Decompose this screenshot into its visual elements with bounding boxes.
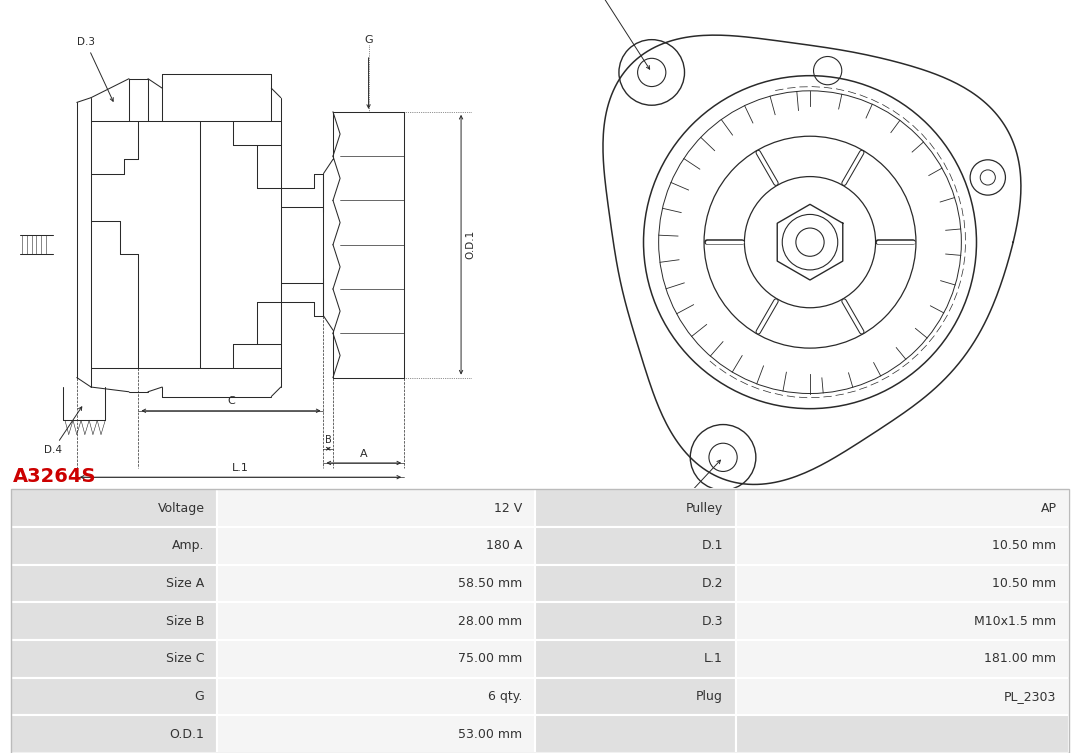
Text: Size A: Size A [166,577,204,590]
Bar [11,715,217,753]
Text: Amp.: Amp. [172,539,204,553]
Text: B: B [325,435,332,445]
Text: Pulley: Pulley [686,501,724,515]
Text: Size C: Size C [166,652,204,666]
Bar [11,489,217,527]
Bar [735,602,1069,640]
Text: A3264S: A3264S [13,467,96,486]
Bar [735,715,1069,753]
Bar [217,565,535,602]
Text: D.2: D.2 [632,460,720,550]
Bar [735,489,1069,527]
Bar [11,678,217,715]
Text: 6 qty.: 6 qty. [488,690,522,703]
Bar [217,678,535,715]
Text: D.2: D.2 [702,577,724,590]
Bar [217,489,535,527]
Text: PL_2303: PL_2303 [1004,690,1056,703]
Bar [535,565,735,602]
Bar [11,602,217,640]
Text: L.1: L.1 [704,652,724,666]
Bar [735,565,1069,602]
Bar [217,715,535,753]
Text: Plug: Plug [697,690,724,703]
Bar [535,715,735,753]
Text: 75.00 mm: 75.00 mm [458,652,522,666]
Bar [735,678,1069,715]
Bar [735,640,1069,678]
Text: G: G [194,690,204,703]
Text: 28.00 mm: 28.00 mm [458,614,522,628]
Text: AP: AP [1040,501,1056,515]
Text: Voltage: Voltage [158,501,204,515]
Text: D.4: D.4 [43,407,82,456]
Text: 58.50 mm: 58.50 mm [458,577,522,590]
Text: C: C [227,396,234,406]
Text: O.D.1: O.D.1 [465,230,476,259]
Text: 10.50 mm: 10.50 mm [993,539,1056,553]
Bar [11,527,217,565]
Text: 12 V: 12 V [494,501,522,515]
Text: D.1: D.1 [576,0,650,69]
Bar [535,678,735,715]
Text: O.D.1: O.D.1 [170,727,204,741]
Bar [217,602,535,640]
Text: 53.00 mm: 53.00 mm [458,727,522,741]
Text: M10x1.5 mm: M10x1.5 mm [974,614,1056,628]
Text: A: A [360,449,367,459]
Bar [735,527,1069,565]
Bar [535,602,735,640]
Text: D.1: D.1 [702,539,724,553]
Text: 10.50 mm: 10.50 mm [993,577,1056,590]
Bar [535,640,735,678]
Bar [217,527,535,565]
Bar [11,640,217,678]
Text: D.3: D.3 [702,614,724,628]
Bar [535,489,735,527]
Text: L.1: L.1 [232,463,248,474]
Text: G: G [364,35,373,45]
Bar [535,527,735,565]
Text: 181.00 mm: 181.00 mm [985,652,1056,666]
Text: 180 A: 180 A [486,539,522,553]
Bar [217,640,535,678]
Text: D.3: D.3 [77,38,113,101]
Bar [11,565,217,602]
Text: Size B: Size B [166,614,204,628]
